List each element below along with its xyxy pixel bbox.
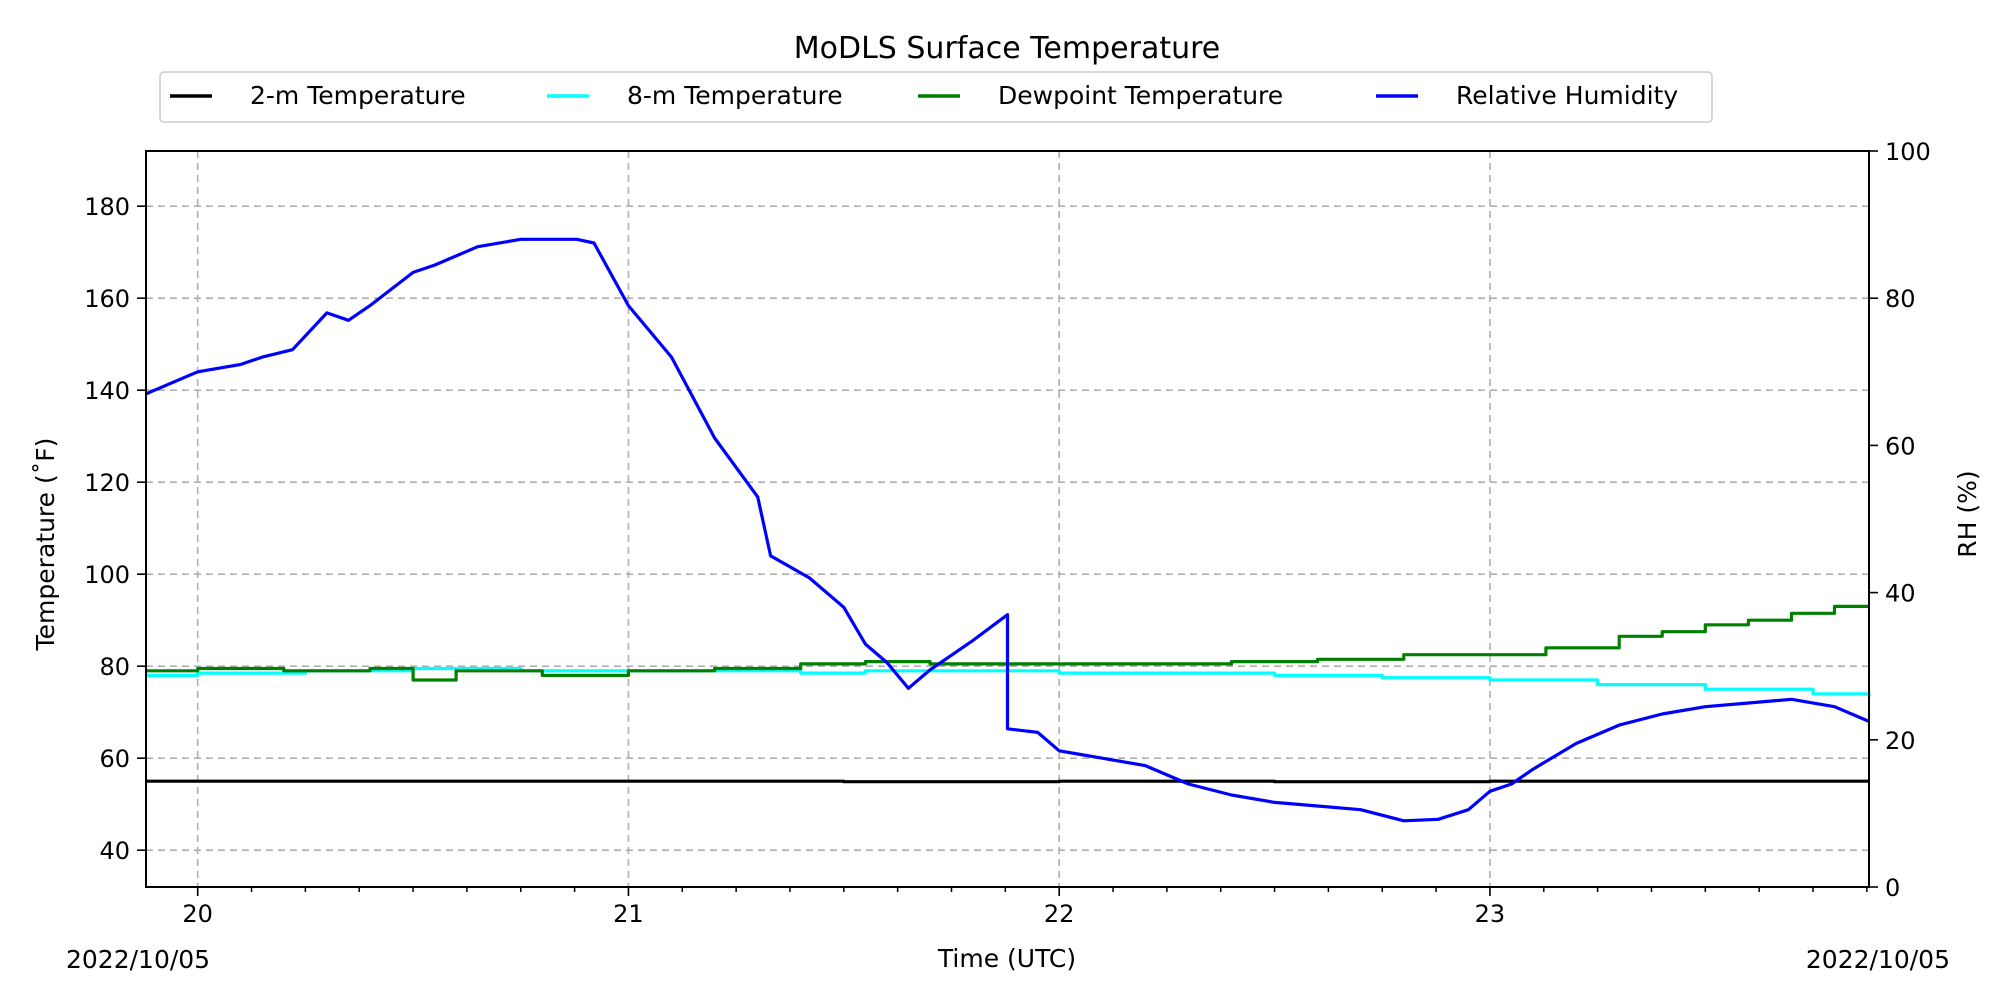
series-line-relative-humidity [145,237,1870,823]
series-line-2-m-temperature [146,779,1869,784]
series-line-dewpoint-temperature [146,604,1869,682]
y2-tick-label: 0 [1885,874,1900,902]
y-tick-label: 140 [84,377,130,405]
y2-axis-label: RH (%) [1953,470,1982,557]
y-tick-label: 180 [84,193,130,221]
y2-tick-label: 20 [1885,727,1916,755]
date-label-left: 2022/10/05 [66,945,210,974]
y-axis-label: Temperature (˚F) [31,438,60,652]
grid [146,151,1869,887]
x-axis-label: Time (UTC) [937,944,1076,973]
ticks-layer: 20 21 22 23 40 60 80 100 120 140 160 180 0 20 40 60 80 10… [84,138,1931,928]
legend-label: 8-m Temperature [627,81,843,110]
y2-tick-label: 60 [1885,432,1916,460]
x-tick-label: 21 [613,900,644,928]
y-tick-label: 40 [99,837,130,865]
y2-tick-label: 40 [1885,580,1916,608]
legend-label: Relative Humidity [1456,81,1678,110]
chart-title: MoDLS Surface Temperature [794,31,1221,66]
plot-frame [145,150,1870,888]
series-layer [145,237,1871,823]
x-tick-label: 20 [182,900,213,928]
legend-label: Dewpoint Temperature [998,81,1283,110]
y-tick-label: 120 [84,469,130,497]
y2-tick-label: 100 [1885,138,1931,166]
y-tick-label: 100 [84,561,130,589]
y-tick-label: 60 [99,745,130,773]
x-tick-label: 23 [1475,900,1506,928]
y2-tick-label: 80 [1885,285,1916,313]
date-label-right: 2022/10/05 [1806,945,1950,974]
x-tick-label: 22 [1044,900,1075,928]
legend-label: 2-m Temperature [250,81,466,110]
y-tick-label: 80 [99,653,130,681]
legend: 2-m Temperature 8-m Temperature Dewpoint T… [159,71,1713,123]
y-tick-label: 160 [84,285,130,313]
